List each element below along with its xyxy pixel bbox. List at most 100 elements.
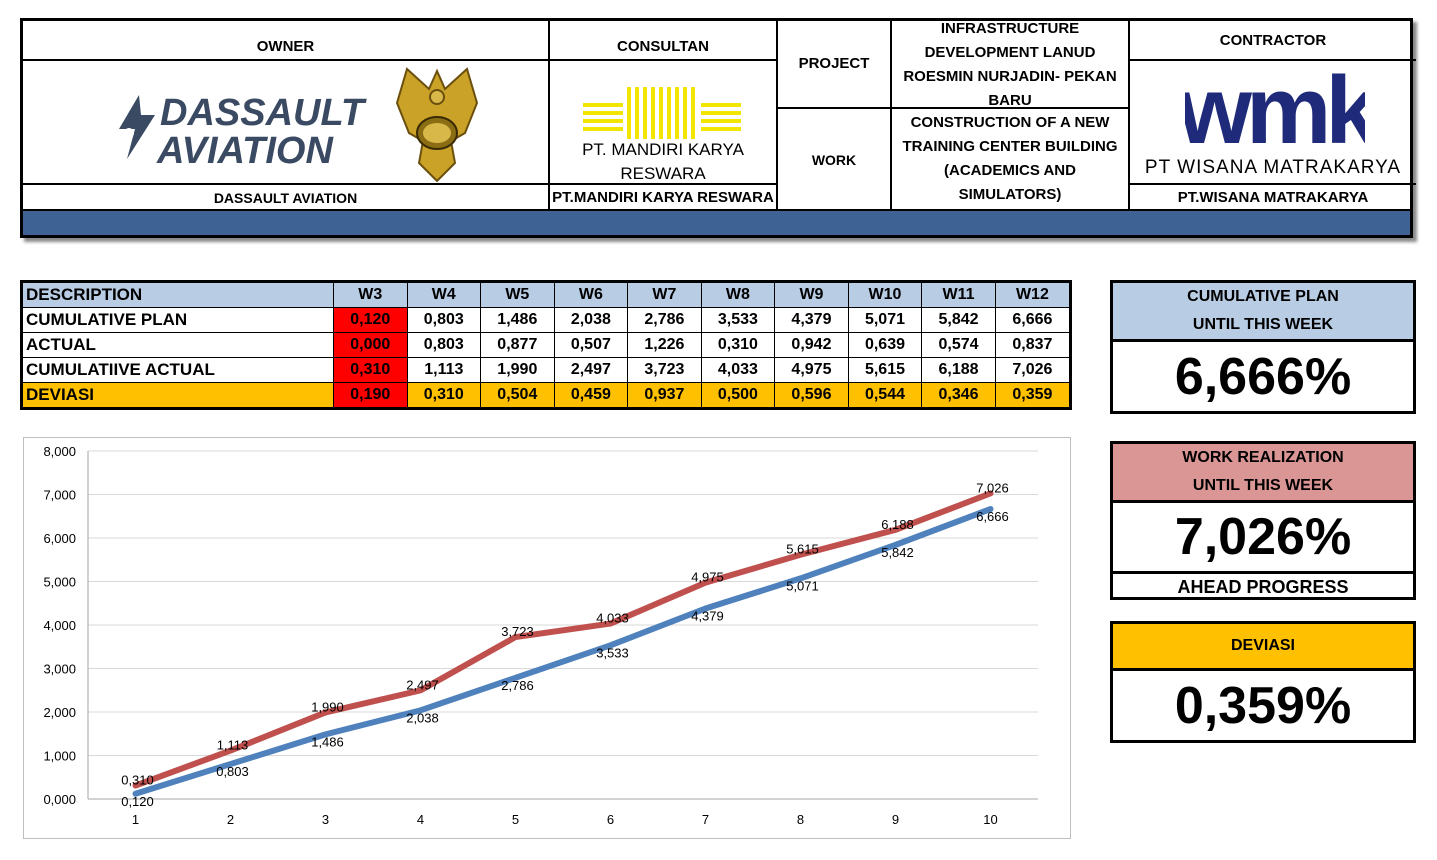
divider	[23, 59, 548, 61]
wmk-logo-icon: wmk	[1176, 57, 1385, 164]
data-label: 4,975	[691, 570, 724, 585]
x-tick-label: 10	[983, 812, 997, 827]
table-cell: 3,723	[627, 357, 702, 383]
week-header: W3	[333, 281, 408, 308]
x-tick-label: 4	[417, 812, 424, 827]
y-tick-label: 0,000	[43, 792, 76, 807]
table-cell: 4,975	[774, 357, 849, 383]
y-tick-label: 5,000	[43, 575, 76, 590]
row-label: DEVIASI	[21, 382, 334, 409]
data-label: 0,803	[216, 764, 249, 779]
work-label: WORK	[811, 151, 857, 168]
table-cell: 4,379	[774, 307, 849, 333]
week-header: W6	[553, 281, 629, 308]
divider	[1128, 183, 1416, 185]
data-label: 2,038	[406, 710, 439, 725]
y-tick-label: 6,000	[43, 531, 76, 546]
data-label: 0,310	[121, 773, 154, 788]
dassault-logo: DASSAULT AVIATION	[105, 67, 405, 179]
table-cell: 1,226	[627, 332, 702, 358]
table-cell: 0,837	[994, 332, 1072, 358]
table-cell: 0,346	[921, 382, 996, 409]
table-row: DEVIASI 0,190 0,310 0,504 0,459 0,937 0,500 0,5…	[21, 382, 1072, 409]
progress-table: DESCRIPTION W3 W4 W5 W6 W7 W8 W9 W10 W11 W12 CUMULA…	[20, 280, 1072, 410]
x-tick-label: 8	[797, 812, 804, 827]
data-label: 2,497	[406, 677, 439, 692]
data-label: 2,786	[501, 678, 534, 693]
table-cell: 2,786	[627, 307, 702, 333]
x-tick-label: 3	[322, 812, 329, 827]
divider	[1128, 59, 1416, 61]
table-cell: 0,310	[333, 357, 408, 383]
divider	[776, 107, 1128, 109]
y-tick-label: 8,000	[43, 444, 76, 459]
project-header: OWNER DASSAULT AVIATION DASSAULT AVIATIO…	[20, 18, 1416, 238]
owner-name: DASSAULT AVIATION	[213, 190, 358, 206]
table-row: CUMULATIIVE ACTUAL 0,310 1,113 1,990 2,497 3,…	[21, 357, 1072, 383]
data-label: 3,533	[596, 645, 629, 660]
y-tick-label: 4,000	[43, 618, 76, 633]
week-header: W10	[847, 281, 923, 308]
dassault-logo-text-2: AVIATION	[156, 130, 334, 172]
week-header: W5	[480, 281, 555, 308]
data-label: 4,033	[596, 611, 629, 626]
data-label: 6,188	[881, 517, 914, 532]
week-header: W7	[627, 281, 702, 308]
table-cell: 7,026	[994, 357, 1072, 383]
table-cell: 0,877	[480, 332, 555, 358]
divider	[776, 21, 778, 210]
data-label: 5,071	[786, 578, 819, 593]
work-realization-value: 7,026%	[1174, 508, 1352, 566]
data-label: 1,113	[217, 738, 249, 753]
contractor-name: PT.WISANA MATRAKARYA	[1177, 189, 1369, 206]
series-line	[132, 490, 994, 789]
divider	[548, 21, 550, 210]
table-cell: 0,596	[774, 382, 849, 409]
data-label: 0,120	[121, 794, 154, 809]
table-cell: 0,937	[627, 382, 702, 409]
table-cell: 5,842	[921, 307, 996, 333]
table-cell: 2,038	[553, 307, 629, 333]
work-realization-title-1: WORK REALIZATION	[1182, 449, 1344, 466]
contractor-label: CONTRACTOR	[1219, 32, 1327, 49]
table-cell: 0,942	[774, 332, 849, 358]
data-label: 5,842	[881, 545, 914, 560]
eagle-emblem-icon	[395, 67, 479, 183]
consultant-logo-text: PT. MANDIRI KARYA RESWARA	[582, 140, 744, 183]
y-tick-label: 2,000	[43, 705, 76, 720]
series-line	[132, 506, 994, 797]
x-tick-label: 2	[227, 812, 234, 827]
table-cell: 0,803	[406, 332, 482, 358]
table-cell: 0,504	[480, 382, 555, 409]
project-label: PROJECT	[798, 55, 870, 72]
x-tick-label: 1	[132, 812, 139, 827]
cumulative-plan-value: 6,666%	[1174, 348, 1352, 406]
table-cell: 0,000	[333, 332, 408, 358]
table-cell: 5,071	[847, 307, 923, 333]
progress-chart: 0,000 1,000 2,000 3,000 4,000 5,000 6,000 7,000…	[23, 437, 1071, 839]
description-header: DESCRIPTION	[21, 281, 334, 308]
week-header: W4	[406, 281, 482, 308]
divider	[23, 183, 548, 185]
table-cell: 0,120	[333, 307, 408, 333]
ahead-progress-note: AHEAD PROGRESS	[1113, 571, 1413, 600]
work-realization-title-2: UNTIL THIS WEEK	[1192, 477, 1334, 494]
header-band	[23, 209, 1410, 235]
deviasi-panel: DEVIASI 0,359%	[1110, 621, 1416, 743]
table-cell: 0,459	[553, 382, 629, 409]
table-cell: 0,639	[847, 332, 923, 358]
data-label: 1,486	[311, 734, 344, 749]
data-label: 1,990	[311, 699, 344, 714]
mandiri-logo	[583, 85, 743, 141]
wmk-logo: wmk	[1176, 57, 1385, 164]
deviasi-title: DEVIASI	[1113, 624, 1413, 671]
x-tick-label: 9	[892, 812, 899, 827]
divider	[548, 59, 776, 61]
table-cell: 6,188	[921, 357, 996, 383]
cumulative-plan-panel: CUMULATIVE PLAN UNTIL THIS WEEK 6,666%	[1110, 280, 1416, 414]
x-tick-label: 6	[607, 812, 614, 827]
week-header: W12	[994, 281, 1072, 308]
work-realization-panel: WORK REALIZATION UNTIL THIS WEEK 7,026% …	[1110, 441, 1416, 600]
owner-label: OWNER	[256, 38, 315, 55]
table-cell: 3,533	[700, 307, 776, 333]
